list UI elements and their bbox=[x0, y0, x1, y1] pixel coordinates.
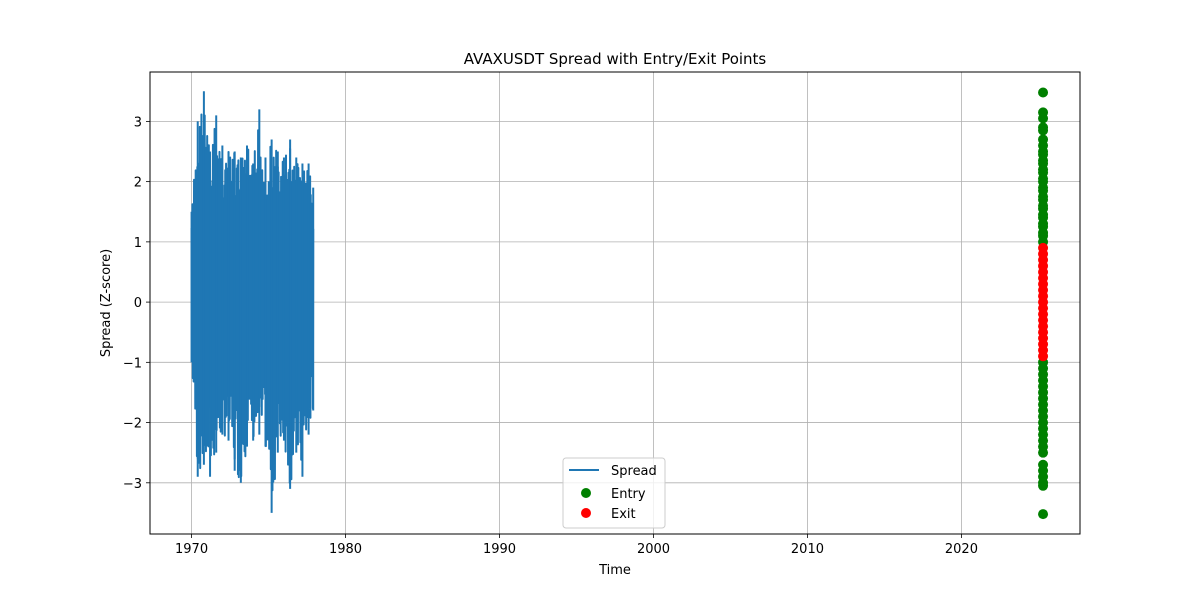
x-tick-label: 1990 bbox=[483, 542, 516, 557]
y-tick-label: −1 bbox=[123, 356, 142, 371]
legend-exit-label: Exit bbox=[611, 507, 636, 522]
legend-entry-label: Entry bbox=[611, 487, 646, 502]
y-axis-label: Spread (Z-score) bbox=[99, 249, 114, 357]
x-tick-label: 2020 bbox=[945, 542, 978, 557]
y-tick-label: 2 bbox=[134, 176, 142, 191]
series-layer bbox=[190, 87, 1049, 520]
entry-point bbox=[1038, 113, 1049, 124]
x-tick-label: 2000 bbox=[637, 542, 670, 557]
y-tick-label: 0 bbox=[134, 296, 142, 311]
y-tick-label: −3 bbox=[123, 477, 142, 492]
legend-entry-swatch bbox=[581, 488, 591, 498]
entry-point bbox=[1038, 447, 1049, 458]
plot-area-frame bbox=[149, 71, 1081, 535]
x-tick-label: 1980 bbox=[329, 542, 362, 557]
y-tick-label: −2 bbox=[123, 417, 142, 432]
legend-exit-swatch bbox=[581, 508, 591, 518]
chart-title: AVAXUSDT Spread with Entry/Exit Points bbox=[464, 50, 767, 68]
legend-spread-label: Spread bbox=[611, 464, 657, 479]
entry-point bbox=[1038, 480, 1049, 491]
entry-point bbox=[1038, 509, 1049, 520]
x-axis-label: Time bbox=[598, 563, 631, 578]
legend: Spread Entry Exit bbox=[562, 457, 666, 529]
x-tick-label: 2010 bbox=[791, 542, 824, 557]
exit-point bbox=[1038, 351, 1049, 362]
y-tick-label: 3 bbox=[134, 115, 142, 130]
entry-point bbox=[1038, 87, 1049, 98]
y-tick-label: 1 bbox=[134, 236, 142, 251]
tick-layer: 1970 1980 1990 2000 2010 2020 −3 −2 −1 0 1 2 3 bbox=[123, 115, 978, 557]
x-tick-label: 1970 bbox=[175, 542, 208, 557]
entry-point bbox=[1038, 125, 1049, 136]
